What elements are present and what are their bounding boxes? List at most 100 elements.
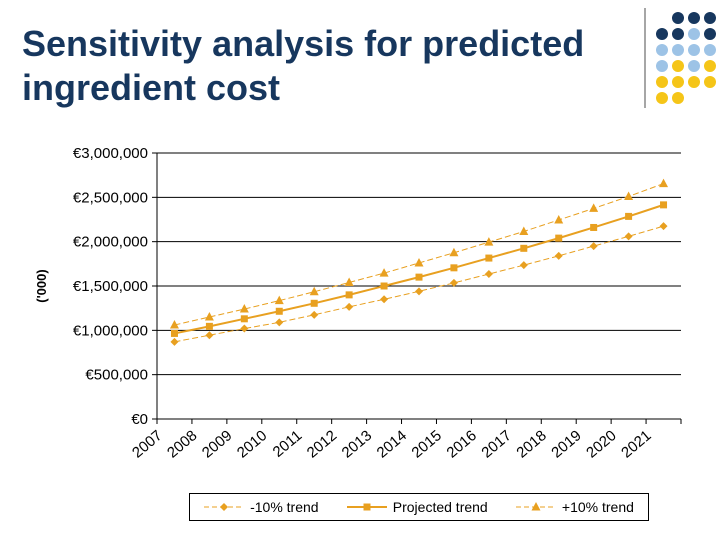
data-point — [589, 242, 598, 251]
x-tick-label: 2012 — [304, 427, 340, 461]
decorative-dot-grid — [656, 12, 720, 108]
data-point — [414, 257, 424, 267]
x-tick-label: 2009 — [199, 427, 235, 461]
data-point — [415, 273, 423, 281]
decorative-dot — [704, 60, 716, 72]
data-point — [450, 264, 458, 272]
decorative-dot — [672, 60, 684, 72]
decorative-dot — [656, 28, 668, 40]
data-point — [449, 278, 458, 287]
data-point — [205, 322, 213, 330]
decorative-dot — [656, 76, 668, 88]
decorative-dot — [672, 44, 684, 56]
decorative-dot — [704, 76, 716, 88]
y-tick-label: €1,500,000 — [73, 278, 148, 295]
y-tick-label: €0 — [131, 411, 148, 428]
decorative-dot — [688, 28, 700, 40]
legend-swatch — [204, 503, 245, 511]
data-point — [554, 251, 563, 260]
data-point — [274, 295, 284, 305]
line-chart: €0 €500,000 €1,000,000 €1,500,000 €2,000,000… — [34, 145, 682, 462]
data-point — [555, 234, 563, 242]
decorative-dot — [656, 92, 668, 104]
y-tick-label: €2,500,000 — [73, 189, 148, 206]
data-point — [659, 178, 669, 188]
data-point — [660, 201, 668, 209]
decorative-dot — [656, 60, 668, 72]
data-point — [169, 320, 179, 329]
decorative-dot — [704, 28, 716, 40]
decorative-dot — [704, 44, 716, 56]
x-tick-label: 2016 — [443, 427, 479, 461]
decorative-dot — [688, 76, 700, 88]
data-point — [380, 282, 388, 290]
data-point — [659, 222, 668, 231]
decorative-dot — [656, 44, 668, 56]
legend-label: -10% trend — [250, 499, 319, 515]
x-tick-label: 2010 — [234, 427, 270, 461]
data-point — [380, 295, 389, 304]
x-tick-label: 2020 — [583, 427, 619, 461]
x-tick-label: 2007 — [129, 427, 165, 461]
data-point — [204, 312, 214, 321]
data-point — [415, 287, 423, 296]
slide-title: Sensitivity analysis for predicted ingre… — [22, 23, 585, 108]
data-point — [309, 286, 319, 296]
x-tick-label: 2011 — [270, 427, 306, 461]
data-point — [275, 307, 283, 315]
series-line — [174, 225, 664, 343]
legend-label: Projected trend — [392, 499, 488, 515]
data-point — [624, 191, 634, 200]
data-point — [170, 337, 179, 346]
data-point — [239, 304, 249, 313]
decorative-dot — [672, 92, 684, 104]
decorative-dot — [688, 44, 700, 56]
y-tick-label: €500,000 — [85, 367, 148, 384]
data-point — [240, 315, 248, 323]
decorative-dot — [704, 12, 716, 24]
data-point — [344, 277, 354, 286]
decorative-dot — [688, 60, 700, 72]
data-point — [484, 237, 494, 246]
y-axis-label: ('000) — [34, 269, 49, 302]
x-tick-label: 2015 — [409, 427, 445, 461]
y-tick-label: €2,000,000 — [73, 234, 148, 251]
decorative-dot — [672, 76, 684, 88]
legend-item: -10% trend — [204, 499, 319, 515]
data-point — [484, 270, 493, 279]
data-point — [485, 254, 493, 262]
decorative-dot — [672, 28, 684, 40]
legend-swatch — [346, 503, 387, 511]
chart-legend: -10% trend Projected trend +10% trend — [189, 493, 649, 521]
series-line — [174, 183, 664, 326]
data-point — [554, 214, 564, 224]
data-point — [345, 291, 353, 299]
data-point — [624, 232, 633, 241]
data-point — [590, 223, 598, 231]
y-tick-label: €3,000,000 — [73, 145, 148, 162]
data-point — [519, 261, 528, 270]
data-point — [345, 302, 354, 311]
data-point — [379, 268, 389, 277]
x-tick-label: 2018 — [513, 427, 549, 461]
data-point — [170, 329, 178, 337]
data-point — [310, 299, 318, 307]
title-divider — [644, 8, 646, 108]
decorative-dot — [688, 12, 700, 24]
data-point — [449, 247, 459, 257]
x-tick-label: 2021 — [618, 427, 654, 461]
x-tick-label: 2014 — [374, 427, 410, 461]
legend-label: +10% trend — [561, 499, 634, 515]
legend-swatch — [515, 502, 556, 511]
x-tick-label: 2019 — [548, 427, 584, 461]
data-point — [275, 318, 284, 327]
data-point — [589, 203, 599, 212]
x-tick-label: 2008 — [164, 427, 200, 461]
x-tick-label: 2017 — [478, 427, 514, 461]
legend-item: +10% trend — [515, 499, 634, 515]
x-tick-label: 2013 — [339, 427, 375, 461]
data-point — [520, 244, 528, 252]
data-point — [240, 324, 249, 333]
y-tick-label: €1,000,000 — [73, 322, 148, 339]
data-point — [519, 226, 529, 235]
